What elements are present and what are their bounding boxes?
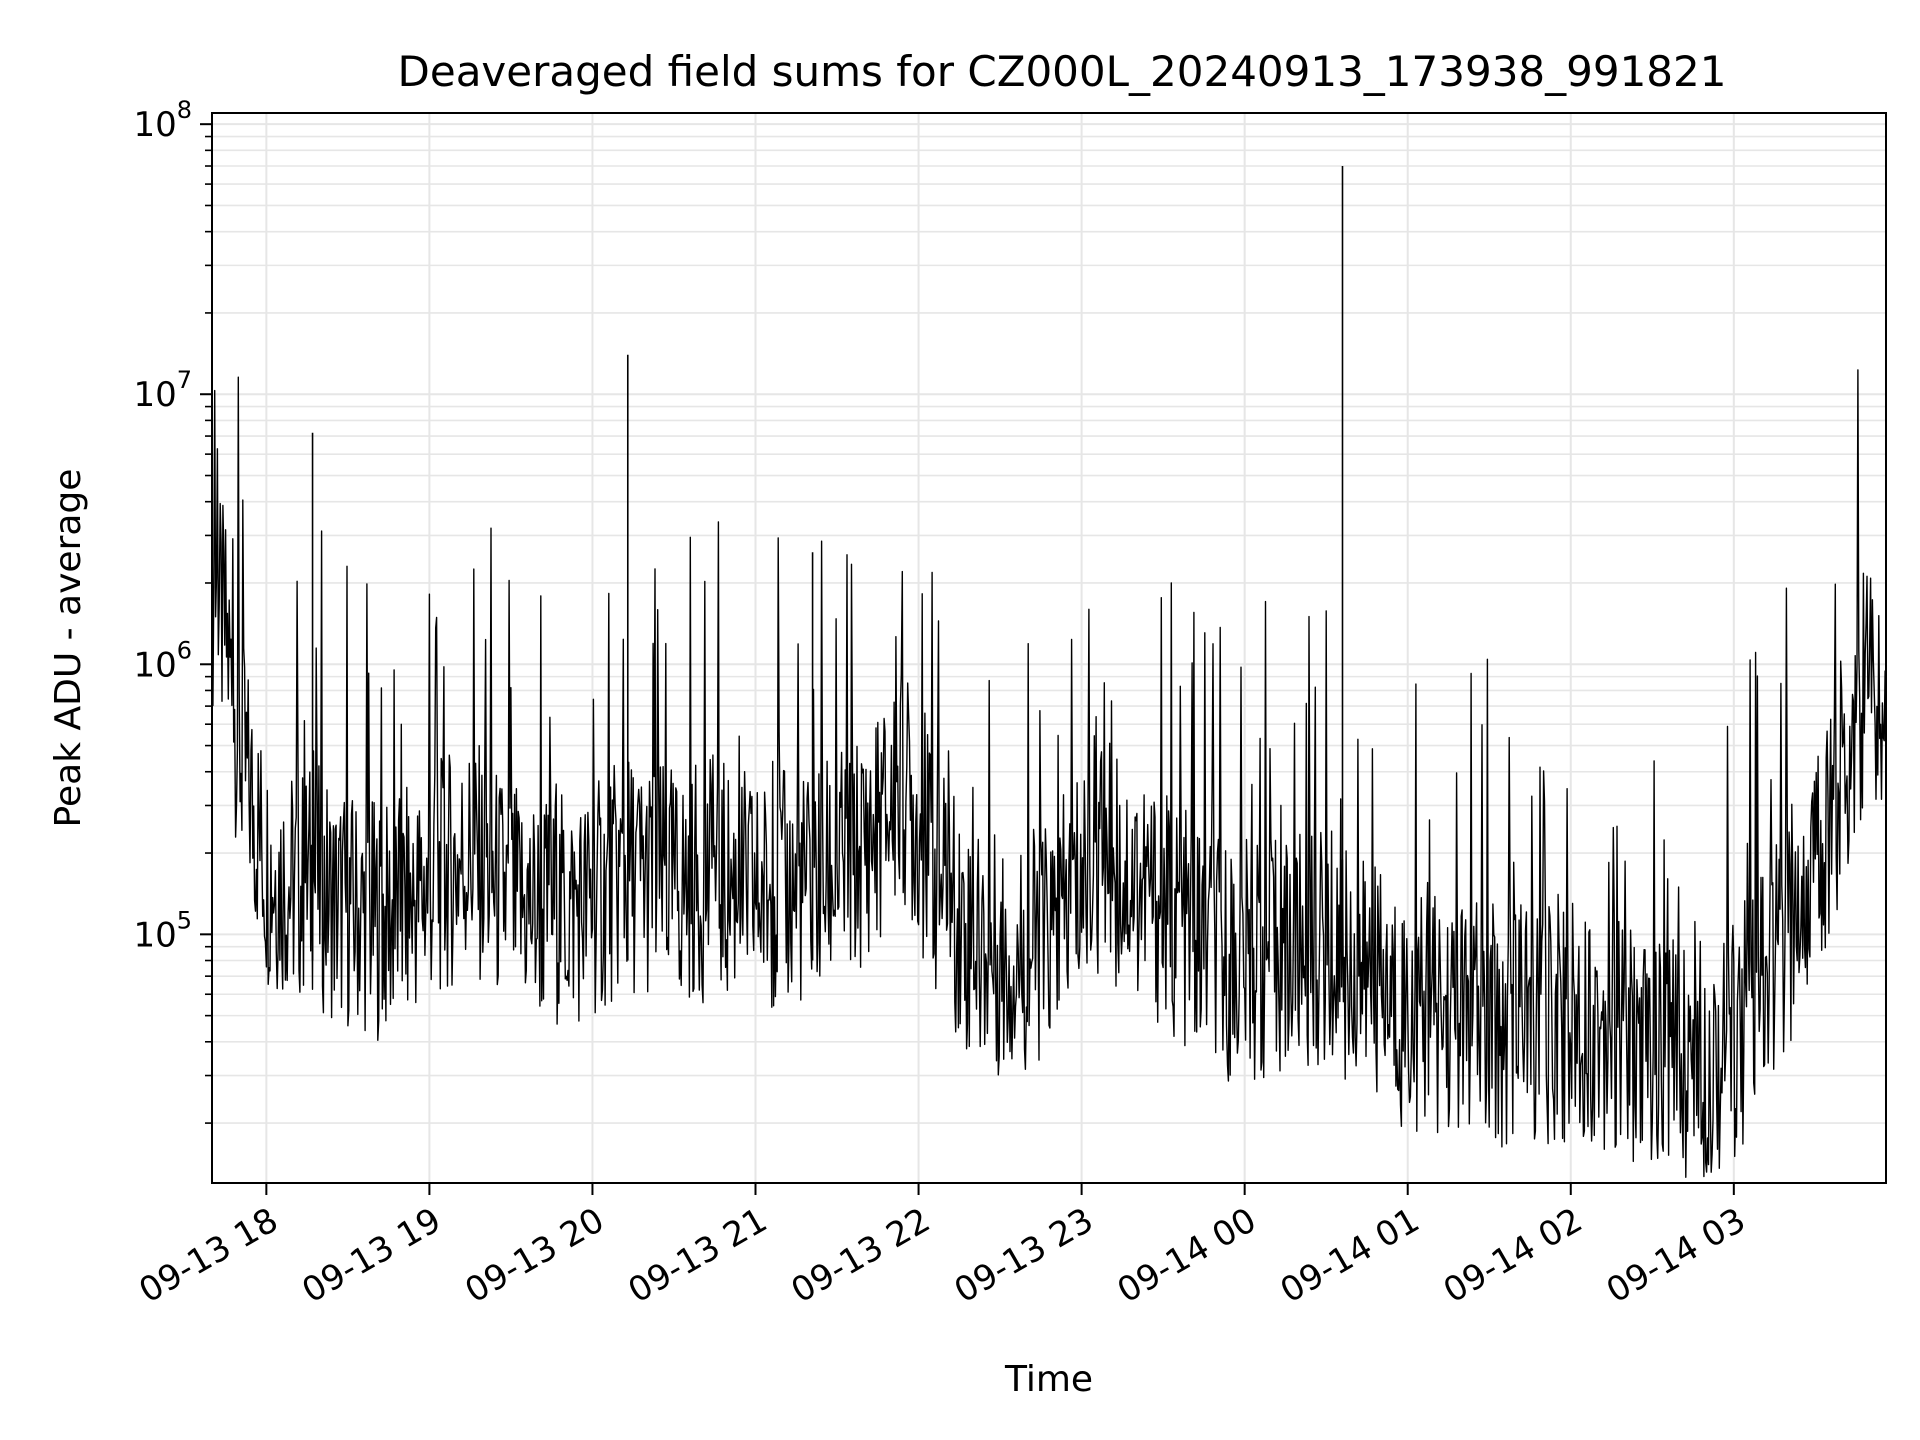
plot-frame bbox=[211, 112, 1887, 1184]
y-tick-label: 106 bbox=[133, 636, 192, 685]
chart-title: Deaveraged field sums for CZ000L_2024091… bbox=[398, 47, 1727, 96]
y-tick-label: 108 bbox=[133, 96, 192, 145]
y-tick-label: 105 bbox=[133, 906, 192, 955]
series-layer bbox=[211, 166, 1887, 1179]
y-tick-label: 107 bbox=[133, 366, 192, 415]
x-axis-label: Time bbox=[1004, 1359, 1093, 1400]
series-line bbox=[211, 369, 1887, 1179]
y-axis-label: Peak ADU - average bbox=[48, 469, 89, 828]
